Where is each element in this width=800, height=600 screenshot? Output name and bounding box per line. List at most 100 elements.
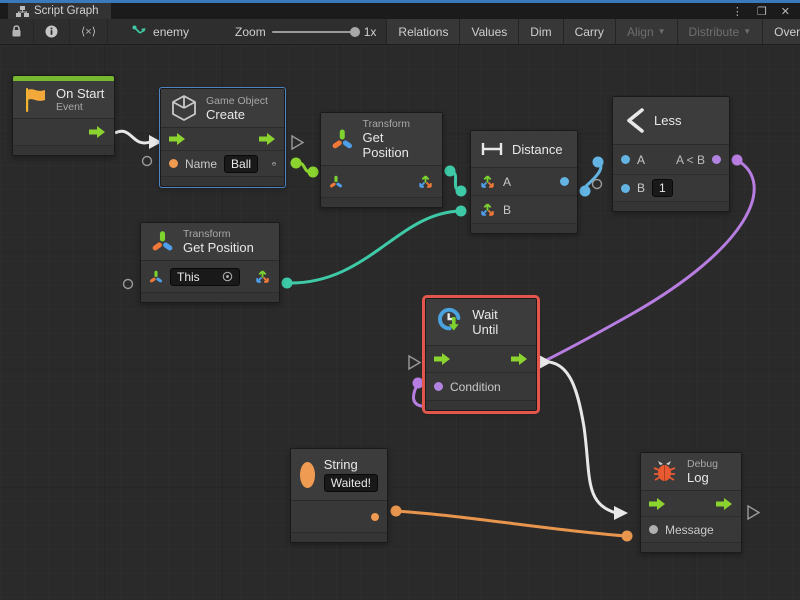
node-title: Log xyxy=(687,470,709,485)
condition-input-port[interactable] xyxy=(434,382,443,391)
node-title: Wait Until xyxy=(472,307,499,337)
node-subtitle: Transform xyxy=(183,228,231,240)
node-debug-log[interactable]: Debug Log Message xyxy=(640,452,742,553)
transform-input-port[interactable] xyxy=(329,175,343,189)
node-get-position-1[interactable]: Transform Get Position xyxy=(320,112,443,208)
node-on-start[interactable]: On Start Event xyxy=(12,75,115,156)
port-a-label: A xyxy=(637,152,646,167)
condition-label: Condition xyxy=(450,379,501,394)
node-title: On Start xyxy=(56,86,105,101)
target-field[interactable]: This xyxy=(170,267,240,286)
port-b-label: B xyxy=(637,181,646,195)
flow-input-port[interactable] xyxy=(169,133,186,145)
transform-icon xyxy=(332,128,352,148)
node-title: Distance xyxy=(512,141,563,157)
carry-button[interactable]: Carry xyxy=(562,19,615,44)
zoom-slider[interactable] xyxy=(271,26,360,37)
graph-toolbar: ⟨×⟩ enemy Zoom 1x Relations Values Dim C… xyxy=(0,19,800,45)
float-input-port-b[interactable] xyxy=(621,183,630,193)
node-get-position-2[interactable]: Transform Get Position This xyxy=(140,222,280,303)
node-string[interactable]: String Waited! xyxy=(290,448,388,543)
node-subtitle: Event xyxy=(56,101,83,113)
string-output-port[interactable] xyxy=(371,512,379,521)
port-a-label: A xyxy=(503,174,512,189)
zoom-value: 1x xyxy=(363,24,377,39)
zoom-slider-handle[interactable] xyxy=(349,26,360,37)
string-value-field[interactable]: Waited! xyxy=(323,474,378,492)
overview-button[interactable]: Overview xyxy=(762,19,800,44)
gameobject-output-port[interactable] xyxy=(272,156,276,172)
wait-clock-icon xyxy=(438,307,461,331)
align-dropdown[interactable]: Align ▼ xyxy=(614,19,677,44)
wire-object-create-getposition xyxy=(295,161,314,174)
output-label: A < B xyxy=(675,152,705,167)
lock-icon xyxy=(12,25,21,37)
tab-bar: Script Graph ⋮ ❐ ✕ xyxy=(0,3,800,19)
wire-flow-onstart-create xyxy=(114,129,151,145)
object-picker-icon[interactable] xyxy=(222,271,233,282)
wire-vector-gp2-distance-b xyxy=(286,209,462,285)
graph-breadcrumb[interactable]: enemy xyxy=(122,19,199,44)
window-close-icon[interactable]: ✕ xyxy=(780,5,790,18)
lock-button[interactable] xyxy=(0,19,34,44)
window-focus-line xyxy=(0,0,800,3)
unconnected-flow-hint xyxy=(747,504,761,521)
node-title: Create xyxy=(206,106,246,122)
vector3-output-port[interactable] xyxy=(254,268,271,285)
values-button[interactable]: Values xyxy=(459,19,519,44)
tab-script-graph[interactable]: Script Graph xyxy=(8,3,111,19)
flow-output-port[interactable] xyxy=(511,353,528,365)
node-subtitle: Game Object xyxy=(206,94,268,107)
float-output-port[interactable] xyxy=(560,177,569,186)
graph-name: enemy xyxy=(153,24,190,39)
unconnected-port-hint xyxy=(122,278,134,290)
vector3-output-port[interactable] xyxy=(417,173,434,190)
cube-icon xyxy=(172,95,196,121)
transform-input-port[interactable] xyxy=(149,270,163,284)
wire-string-log-message xyxy=(395,509,628,538)
distribute-dropdown[interactable]: Distribute ▼ xyxy=(676,19,763,44)
flow-input-port[interactable] xyxy=(434,353,451,365)
bool-output-port[interactable] xyxy=(712,155,721,164)
flow-output-port[interactable] xyxy=(89,126,106,138)
unconnected-flow-hint xyxy=(408,354,422,371)
node-wait-until[interactable]: Wait Until Condition xyxy=(422,295,540,414)
flow-input-port[interactable] xyxy=(649,497,666,510)
message-input-port[interactable] xyxy=(649,525,658,534)
string-icon xyxy=(300,461,315,488)
relations-button[interactable]: Relations xyxy=(386,19,460,44)
zoom-control: Zoom 1x xyxy=(225,19,386,44)
vector3-input-port[interactable] xyxy=(479,201,496,218)
debug-bug-icon xyxy=(653,460,676,481)
window-menu-icon[interactable]: ⋮ xyxy=(731,5,743,18)
float-input-port-a[interactable] xyxy=(621,155,630,164)
flag-icon xyxy=(26,88,45,112)
node-create-game-object[interactable]: Game Object Create Name Ball xyxy=(159,87,286,188)
name-field[interactable]: Ball xyxy=(224,154,259,173)
info-button[interactable] xyxy=(34,19,70,44)
wire-arrowhead xyxy=(614,506,628,520)
vector3-input-port[interactable] xyxy=(479,173,496,190)
code-preview-button[interactable]: ⟨×⟩ xyxy=(70,19,109,44)
wire-vector-gp1-distance-a xyxy=(449,169,462,193)
graph-tab-icon xyxy=(16,5,29,17)
zoom-label: Zoom xyxy=(235,24,266,39)
graph-icon xyxy=(132,25,146,34)
transform-icon xyxy=(152,231,173,251)
window-maximize-icon[interactable]: ❐ xyxy=(756,5,767,18)
flow-output-port[interactable] xyxy=(259,133,276,145)
unconnected-port-hint xyxy=(591,178,603,190)
wire-arrowhead xyxy=(539,355,552,369)
b-value-field[interactable]: 1 xyxy=(652,179,673,197)
dim-button[interactable]: Dim xyxy=(518,19,563,44)
chevron-down-icon: ▼ xyxy=(657,27,666,36)
node-title: Get Position xyxy=(362,130,409,160)
graph-canvas[interactable]: On Start Event Game Object Create xyxy=(0,45,800,600)
distance-icon xyxy=(481,143,503,155)
node-title: Get Position xyxy=(183,240,254,255)
flow-output-port[interactable] xyxy=(716,497,733,510)
node-distance[interactable]: Distance A B xyxy=(470,130,578,234)
node-less[interactable]: Less A A < B B 1 xyxy=(612,96,730,212)
wire-flow-waituntil-log xyxy=(538,360,617,515)
string-input-port[interactable] xyxy=(169,159,178,168)
